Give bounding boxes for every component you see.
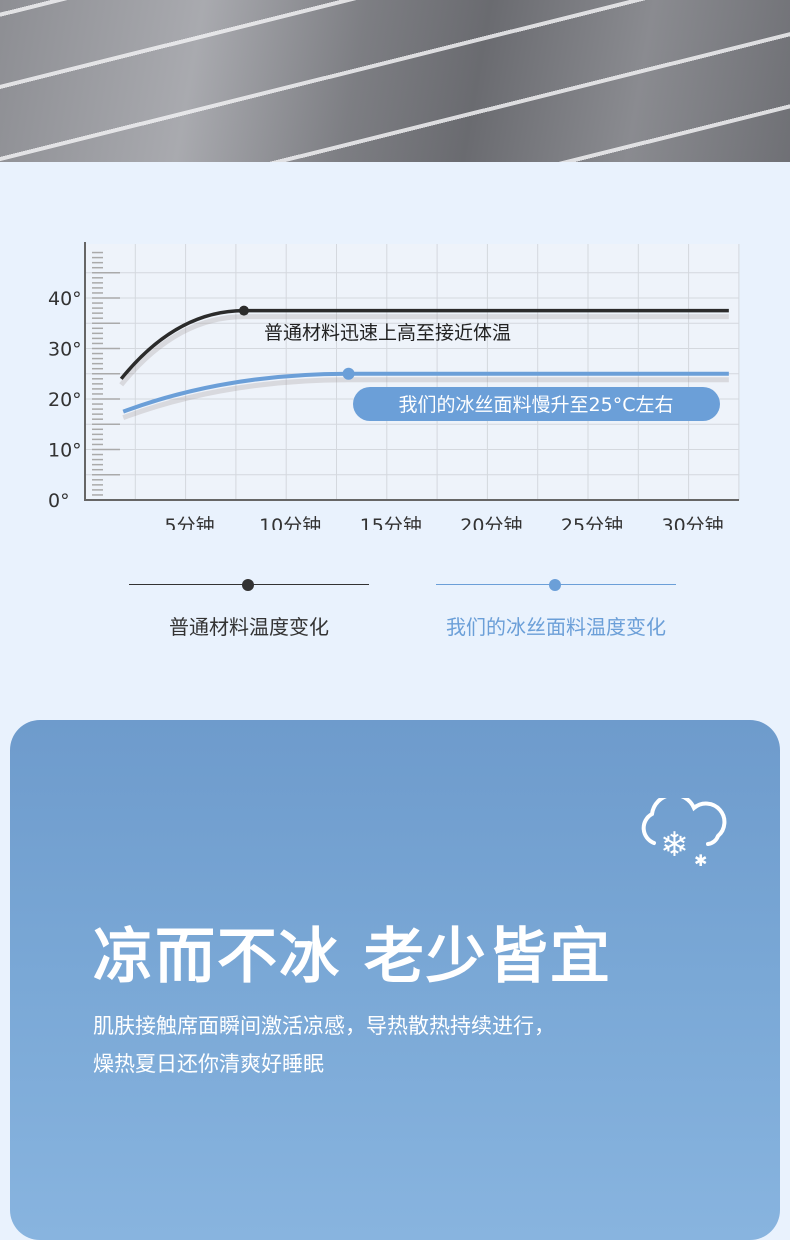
x-tick-label: 10分钟 — [259, 515, 321, 530]
legend-item-ice-silk: 我们的冰丝面料温度变化 — [436, 575, 676, 640]
banner-body-line-1: 肌肤接触席面瞬间激活凉感，导热散热持续进行， — [93, 1014, 555, 1038]
legend-item-ordinary: 普通材料温度变化 — [129, 575, 369, 640]
y-tick-label: 40° — [48, 288, 82, 310]
series-line-1 — [122, 371, 729, 414]
annotation-pill — [353, 387, 720, 421]
fabric-photo — [0, 0, 790, 162]
snow-cloud-icon: ❄ ✱ — [641, 798, 727, 870]
annotation-ordinary: 普通材料迅速上高至接近体温 — [264, 322, 511, 344]
series-marker-1 — [342, 367, 355, 380]
y-tick-label: 30° — [48, 339, 82, 361]
series-line-0 — [119, 308, 729, 380]
legend-label: 我们的冰丝面料温度变化 — [446, 615, 666, 639]
series-shadow — [122, 377, 729, 420]
x-tick-label: 25分钟 — [561, 515, 623, 530]
y-tick-label: 20° — [48, 389, 82, 411]
series-marker-0 — [238, 305, 249, 316]
x-tick-label: 5分钟 — [165, 515, 215, 530]
series-shadow — [119, 314, 729, 387]
x-tick-label: 15分钟 — [360, 515, 422, 530]
y-tick-label: 10° — [48, 440, 82, 462]
y-tick-label: 0° — [48, 490, 70, 512]
svg-text:❄: ❄ — [660, 825, 689, 865]
feature-banner: ❄ ✱ 凉而不冰 老少皆宜 肌肤接触席面瞬间激活凉感，导热散热持续进行， 燥热夏… — [10, 720, 780, 1240]
svg-text:✱: ✱ — [694, 851, 707, 870]
x-tick-label: 20分钟 — [460, 515, 522, 530]
banner-body-line-2: 燥热夏日还你清爽好睡眠 — [93, 1052, 324, 1076]
banner-title: 凉而不冰 老少皆宜 — [93, 922, 612, 992]
legend-label: 普通材料温度变化 — [169, 615, 329, 639]
annotation-ice-silk: 我们的冰丝面料慢升至25°C左右 — [399, 394, 674, 416]
x-tick-label: 30分钟 — [662, 515, 724, 530]
temperature-chart: 0° 10° 20° 30° 40° 5分钟 10分钟 15分钟 20分钟 25分钟 30分钟 普通材… — [48, 242, 740, 530]
